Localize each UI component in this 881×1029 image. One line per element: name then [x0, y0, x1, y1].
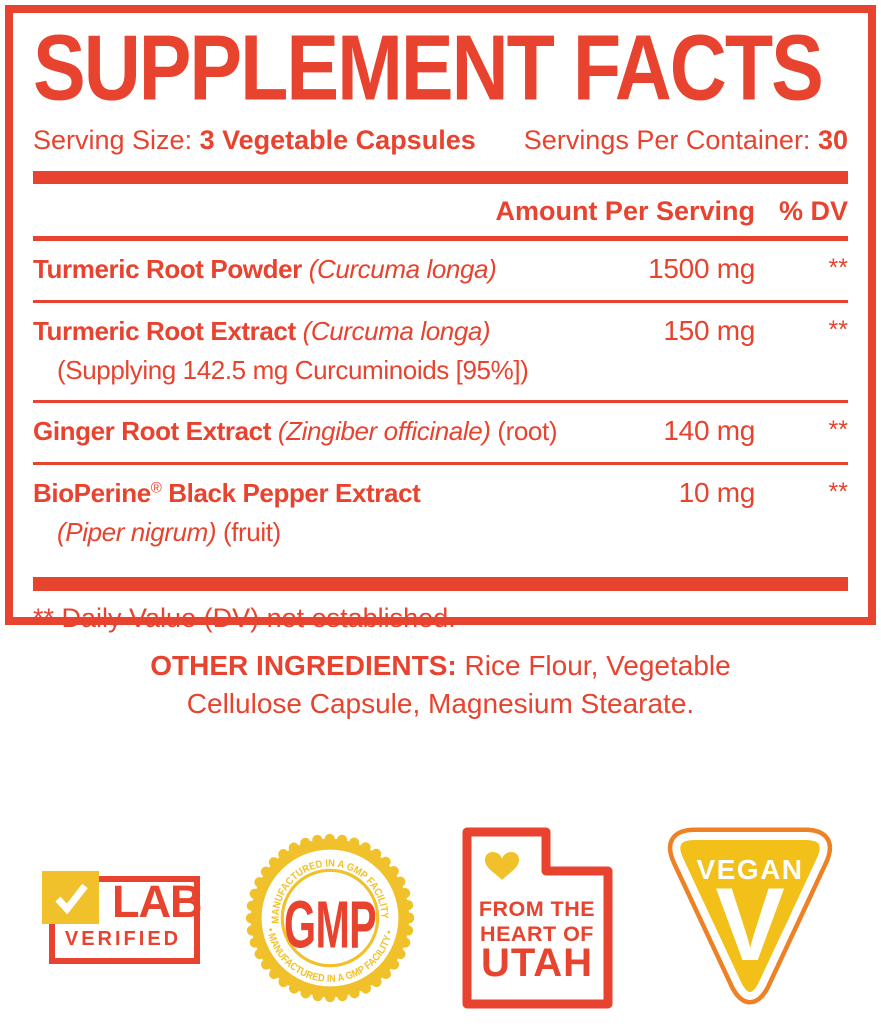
- table-row: BioPerine® Black Pepper Extract (Piper n…: [33, 465, 848, 563]
- ingredient-dv: **: [828, 254, 848, 282]
- vegan-inner-shape: [672, 831, 828, 1000]
- ingredient-name: Turmeric Root Extract (Curcuma longa) (S…: [33, 315, 620, 388]
- serving-size: Serving Size: 3 Vegetable Capsules: [33, 125, 476, 156]
- checkmark-box: [42, 871, 99, 925]
- certification-badges: LAB VERIFIED MANUFACTURED IN A GMP FACIL…: [0, 823, 881, 1013]
- ingredient-name-bold: BioPerine: [33, 478, 151, 509]
- divider-thin: [33, 462, 848, 466]
- other-ingredients: OTHER INGREDIENTS: Rice Flour, Vegetable…: [121, 647, 761, 723]
- servings-per-container-label: Servings Per Container:: [523, 125, 811, 155]
- ingredient-amount: 150 mg: [663, 314, 755, 346]
- ingredient-latin-name: (Curcuma longa): [302, 315, 491, 346]
- ingredient-name-bold: Ginger Root Extract: [33, 416, 271, 447]
- table-row: Turmeric Root Extract (Curcuma longa) (S…: [33, 303, 848, 401]
- divider-medium: [33, 236, 848, 241]
- checkmark-icon: [54, 883, 88, 915]
- ingredient-part: (root): [497, 416, 558, 447]
- ingredient-subline: (Piper nigrum) (fruit): [33, 516, 620, 550]
- vegan-label: VEGAN: [696, 854, 803, 885]
- serving-size-value: 3 Vegetable Capsules: [199, 125, 476, 155]
- ingredient-latin-name: (Zingiber officinale): [277, 416, 491, 447]
- ingredient-part: (fruit): [222, 516, 281, 547]
- heart-icon: [485, 851, 520, 880]
- utah-badge-icon: FROM THE HEART OF UTAH: [462, 827, 613, 1009]
- ingredient-dv: **: [828, 315, 848, 344]
- ingredient-name-bold: Black Pepper Extract: [168, 478, 421, 509]
- other-ingredients-label: OTHER INGREDIENTS:: [150, 650, 457, 681]
- daily-value-footnote: ** Daily Value (DV) not established.: [33, 602, 456, 633]
- divider-thin: [33, 299, 848, 303]
- divider-thin: [33, 400, 848, 404]
- percent-dv-header: % DV: [778, 196, 848, 226]
- panel-title: SUPPLEMENT FACTS: [33, 21, 848, 113]
- utah-line1: FROM THE: [479, 897, 595, 921]
- ingredient-amount: 1500 mg: [648, 253, 755, 284]
- serving-row: Serving Size: 3 Vegetable Capsules Servi…: [33, 125, 848, 156]
- vegan-badge-icon: VEGAN V: [667, 827, 833, 1004]
- lab-verified-badge: LAB VERIFIED: [42, 871, 202, 965]
- verified-label: VERIFIED: [64, 928, 182, 951]
- ingredient-latin-name: (Curcuma longa): [308, 254, 497, 284]
- gmp-center-label: GMP: [284, 887, 376, 961]
- divider-thick-top: [33, 171, 848, 184]
- amount-per-serving-header: Amount Per Serving: [495, 196, 755, 226]
- seal-inner-ring: [280, 868, 379, 967]
- utah-line2: HEART OF: [480, 922, 594, 946]
- table-row: Turmeric Root Powder (Curcuma longa) 150…: [33, 241, 848, 300]
- table-row: Ginger Root Extract (Zingiber officinale…: [33, 403, 848, 462]
- vegan-v-letter: V: [715, 867, 784, 983]
- ingredient-latin-name: (Piper nigrum): [57, 516, 217, 547]
- serving-size-label: Serving Size:: [33, 125, 193, 155]
- ingredient-name-bold: Turmeric Root Extract: [33, 315, 296, 346]
- ingredient-dv: **: [828, 478, 848, 507]
- ingredient-amount: 10 mg: [678, 477, 756, 509]
- lab-label: LAB: [112, 876, 202, 928]
- servings-per-container: Servings Per Container: 30: [524, 125, 848, 156]
- utah-line3: UTAH: [481, 941, 593, 985]
- supplement-facts-panel: SUPPLEMENT FACTS Serving Size: 3 Vegetab…: [5, 5, 876, 633]
- divider-thick-bottom: [33, 576, 848, 591]
- ingredient-name-bold: Turmeric Root Powder: [33, 254, 302, 284]
- registered-trademark-symbol: ®: [150, 479, 162, 497]
- servings-per-container-value: 30: [817, 125, 848, 155]
- ingredient-subline-text: (Supplying 142.5 mg Curcuminoids [95%]): [57, 354, 529, 385]
- ingredient-amount: 140 mg: [663, 415, 755, 447]
- ingredient-name: BioPerine® Black Pepper Extract (Piper n…: [33, 477, 620, 550]
- gmp-seal-icon: MANUFACTURED IN A GMP FACILITY • MANUFAC…: [245, 833, 414, 1002]
- other-ingredients-text: Rice Flour, Vegetable Cellulose Capsule,…: [186, 650, 731, 719]
- table-column-header: Amount Per Serving % DV: [33, 196, 848, 227]
- ingredient-name: Ginger Root Extract (Zingiber officinale…: [33, 415, 620, 449]
- ingredient-dv: **: [828, 416, 848, 445]
- ingredient-name: Turmeric Root Powder (Curcuma longa): [33, 253, 620, 287]
- ingredient-subline: (Supplying 142.5 mg Curcuminoids [95%]): [33, 354, 620, 388]
- panel-title-text: SUPPLEMENT FACTS: [33, 15, 824, 120]
